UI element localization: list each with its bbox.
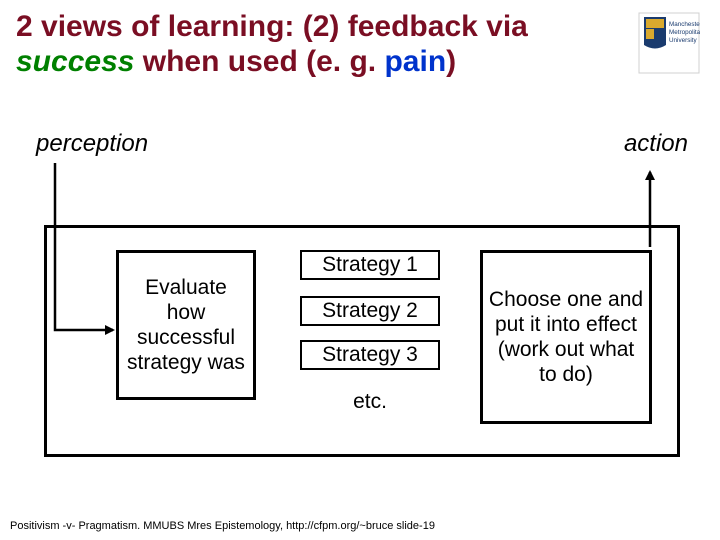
perception-label: perception: [36, 130, 148, 158]
strategy-3-box: Strategy 3: [300, 340, 440, 370]
university-logo: Manchester Metropolitan University: [638, 12, 700, 74]
logo-line2: Metropolitan: [669, 29, 700, 36]
strategy-etc-label: etc.: [300, 390, 440, 414]
strategy-2-box: Strategy 2: [300, 296, 440, 326]
choose-box: Choose one and put it into effect (work …: [480, 250, 652, 424]
slide-footer: Positivism -v- Pragmatism. MMUBS Mres Ep…: [10, 520, 435, 532]
title-success: success: [16, 45, 134, 78]
title-part1: 2 views of learning: (2) feedback via: [16, 10, 528, 43]
title-pain: pain: [384, 45, 446, 78]
title-part3: ): [446, 45, 456, 78]
action-label: action: [624, 130, 688, 158]
strategy-1-box: Strategy 1: [300, 250, 440, 280]
slide-title: 2 views of learning: (2) feedback via su…: [16, 10, 616, 79]
logo-line1: Manchester: [669, 21, 700, 28]
logo-line3: University: [669, 37, 697, 44]
title-part2: when used (e. g.: [134, 45, 384, 78]
evaluate-box: Evaluate how successful strategy was: [116, 250, 256, 400]
